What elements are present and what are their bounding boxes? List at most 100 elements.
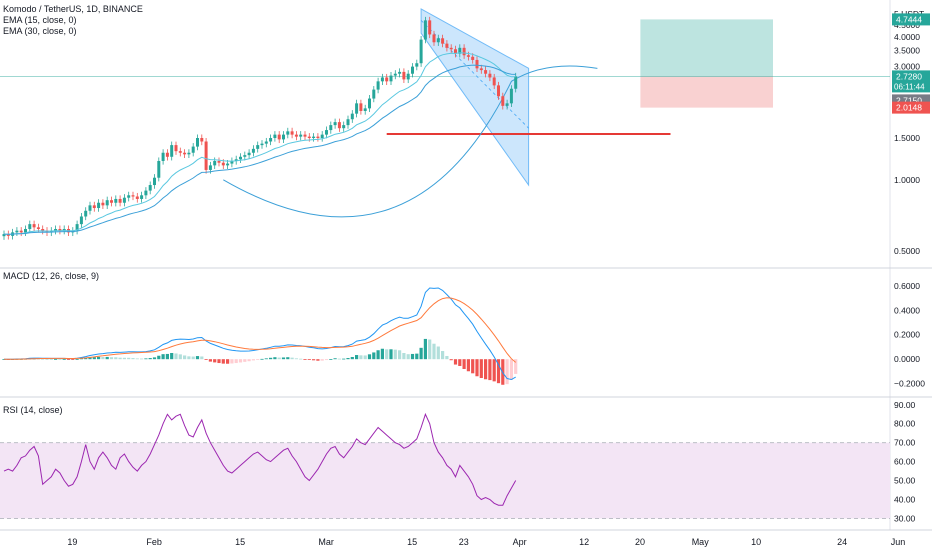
candle[interactable] — [58, 225, 62, 235]
macd-histogram-bar[interactable] — [273, 357, 277, 360]
macd-histogram-bar[interactable] — [376, 350, 380, 360]
macd-histogram-bar[interactable] — [41, 358, 45, 360]
macd-histogram-bar[interactable] — [251, 359, 255, 361]
candle[interactable] — [178, 147, 182, 157]
macd-histogram-bar[interactable] — [286, 357, 290, 360]
macd-histogram-bar[interactable] — [66, 359, 71, 360]
macd-histogram-bar[interactable] — [337, 358, 341, 360]
macd-histogram-bar[interactable] — [217, 359, 221, 364]
candle[interactable] — [342, 121, 346, 132]
candle[interactable] — [200, 134, 204, 146]
macd-histogram-bar[interactable] — [423, 338, 427, 360]
macd-histogram-bar[interactable] — [243, 359, 247, 362]
macd-histogram-bar[interactable] — [62, 359, 66, 360]
candle[interactable] — [153, 174, 156, 189]
target-zone[interactable] — [640, 19, 773, 77]
candle[interactable] — [49, 227, 53, 237]
macd-histogram-bar[interactable] — [105, 356, 109, 360]
candle[interactable] — [243, 151, 247, 161]
candle[interactable] — [234, 155, 238, 165]
macd-histogram-bar[interactable] — [307, 359, 311, 360]
macd-histogram-bar[interactable] — [445, 355, 449, 360]
candle[interactable] — [118, 195, 122, 207]
macd-histogram-bar[interactable] — [441, 351, 445, 360]
candle[interactable] — [423, 16, 427, 44]
candle[interactable] — [277, 131, 281, 144]
macd-histogram-bar[interactable] — [165, 353, 169, 360]
candle[interactable] — [110, 196, 113, 207]
macd-histogram-bar[interactable] — [333, 358, 337, 360]
macd-pane[interactable] — [2, 287, 518, 385]
macd-histogram-bar[interactable] — [97, 356, 101, 360]
candle[interactable] — [411, 63, 414, 78]
candle[interactable] — [471, 53, 475, 64]
ema30-legend[interactable]: EMA (30, close, 0) — [3, 26, 77, 36]
candle[interactable] — [251, 145, 255, 157]
macd-histogram-bar[interactable] — [127, 357, 131, 360]
candle[interactable] — [329, 121, 333, 134]
candle[interactable] — [174, 141, 178, 155]
macd-histogram-bar[interactable] — [303, 359, 307, 360]
macd-histogram-bar[interactable] — [324, 359, 329, 361]
macd-histogram-bar[interactable] — [342, 358, 346, 360]
macd-histogram-bar[interactable] — [178, 354, 182, 360]
candle[interactable] — [286, 127, 290, 139]
macd-histogram-bar[interactable] — [436, 346, 440, 360]
candle[interactable] — [127, 191, 131, 202]
candle[interactable] — [402, 68, 406, 84]
candle[interactable] — [97, 199, 101, 212]
macd-histogram-bar[interactable] — [213, 359, 217, 363]
macd-histogram-bar[interactable] — [204, 359, 208, 360]
macd-histogram-bar[interactable] — [385, 349, 389, 360]
candle[interactable] — [462, 44, 466, 59]
candle[interactable] — [415, 59, 419, 71]
macd-histogram-bar[interactable] — [122, 357, 126, 360]
macd-histogram-bar[interactable] — [247, 359, 251, 362]
candle[interactable] — [393, 70, 397, 80]
macd-histogram-bar[interactable] — [157, 355, 161, 360]
macd-histogram-bar[interactable] — [281, 357, 286, 360]
macd-histogram-bar[interactable] — [458, 359, 462, 366]
candle[interactable] — [488, 70, 492, 82]
macd-histogram-bar[interactable] — [398, 350, 402, 360]
macd-histogram-bar[interactable] — [226, 359, 230, 364]
macd-histogram-bar[interactable] — [92, 357, 96, 360]
candle[interactable] — [88, 201, 92, 215]
macd-histogram-bar[interactable] — [320, 359, 324, 361]
macd-histogram-bar[interactable] — [187, 356, 191, 360]
candle[interactable] — [458, 44, 462, 58]
candle[interactable] — [492, 73, 496, 90]
candle[interactable] — [333, 118, 337, 129]
candle[interactable] — [363, 104, 367, 115]
candle[interactable] — [217, 157, 221, 167]
macd-histogram-bar[interactable] — [135, 358, 139, 360]
candle[interactable] — [15, 227, 19, 237]
candle[interactable] — [419, 36, 423, 67]
candle[interactable] — [294, 131, 298, 141]
macd-histogram-bar[interactable] — [45, 359, 49, 360]
macd-histogram-bar[interactable] — [75, 359, 79, 360]
candle[interactable] — [170, 141, 174, 161]
macd-histogram-bar[interactable] — [230, 359, 234, 364]
macd-histogram-bar[interactable] — [79, 358, 83, 360]
macd-legend[interactable]: MACD (12, 26, close, 9) — [3, 271, 99, 282]
macd-histogram-bar[interactable] — [101, 357, 105, 360]
macd-histogram-bar[interactable] — [346, 358, 350, 360]
macd-histogram-bar[interactable] — [195, 356, 200, 360]
macd-histogram-bar[interactable] — [475, 359, 479, 377]
macd-histogram-bar[interactable] — [140, 358, 144, 360]
macd-histogram-bar[interactable] — [290, 357, 294, 360]
macd-histogram-bar[interactable] — [221, 359, 225, 364]
candle[interactable] — [75, 220, 79, 235]
macd-histogram-bar[interactable] — [144, 358, 148, 360]
candle[interactable] — [19, 227, 23, 237]
macd-histogram-bar[interactable] — [148, 358, 152, 360]
candle[interactable] — [445, 40, 449, 52]
candle[interactable] — [101, 199, 105, 210]
macd-histogram-bar[interactable] — [359, 355, 363, 360]
macd-histogram-bar[interactable] — [453, 359, 458, 365]
macd-histogram-bar[interactable] — [496, 359, 501, 384]
macd-histogram-bar[interactable] — [466, 359, 470, 372]
candle[interactable] — [256, 141, 260, 153]
stop-zone[interactable] — [640, 76, 773, 108]
